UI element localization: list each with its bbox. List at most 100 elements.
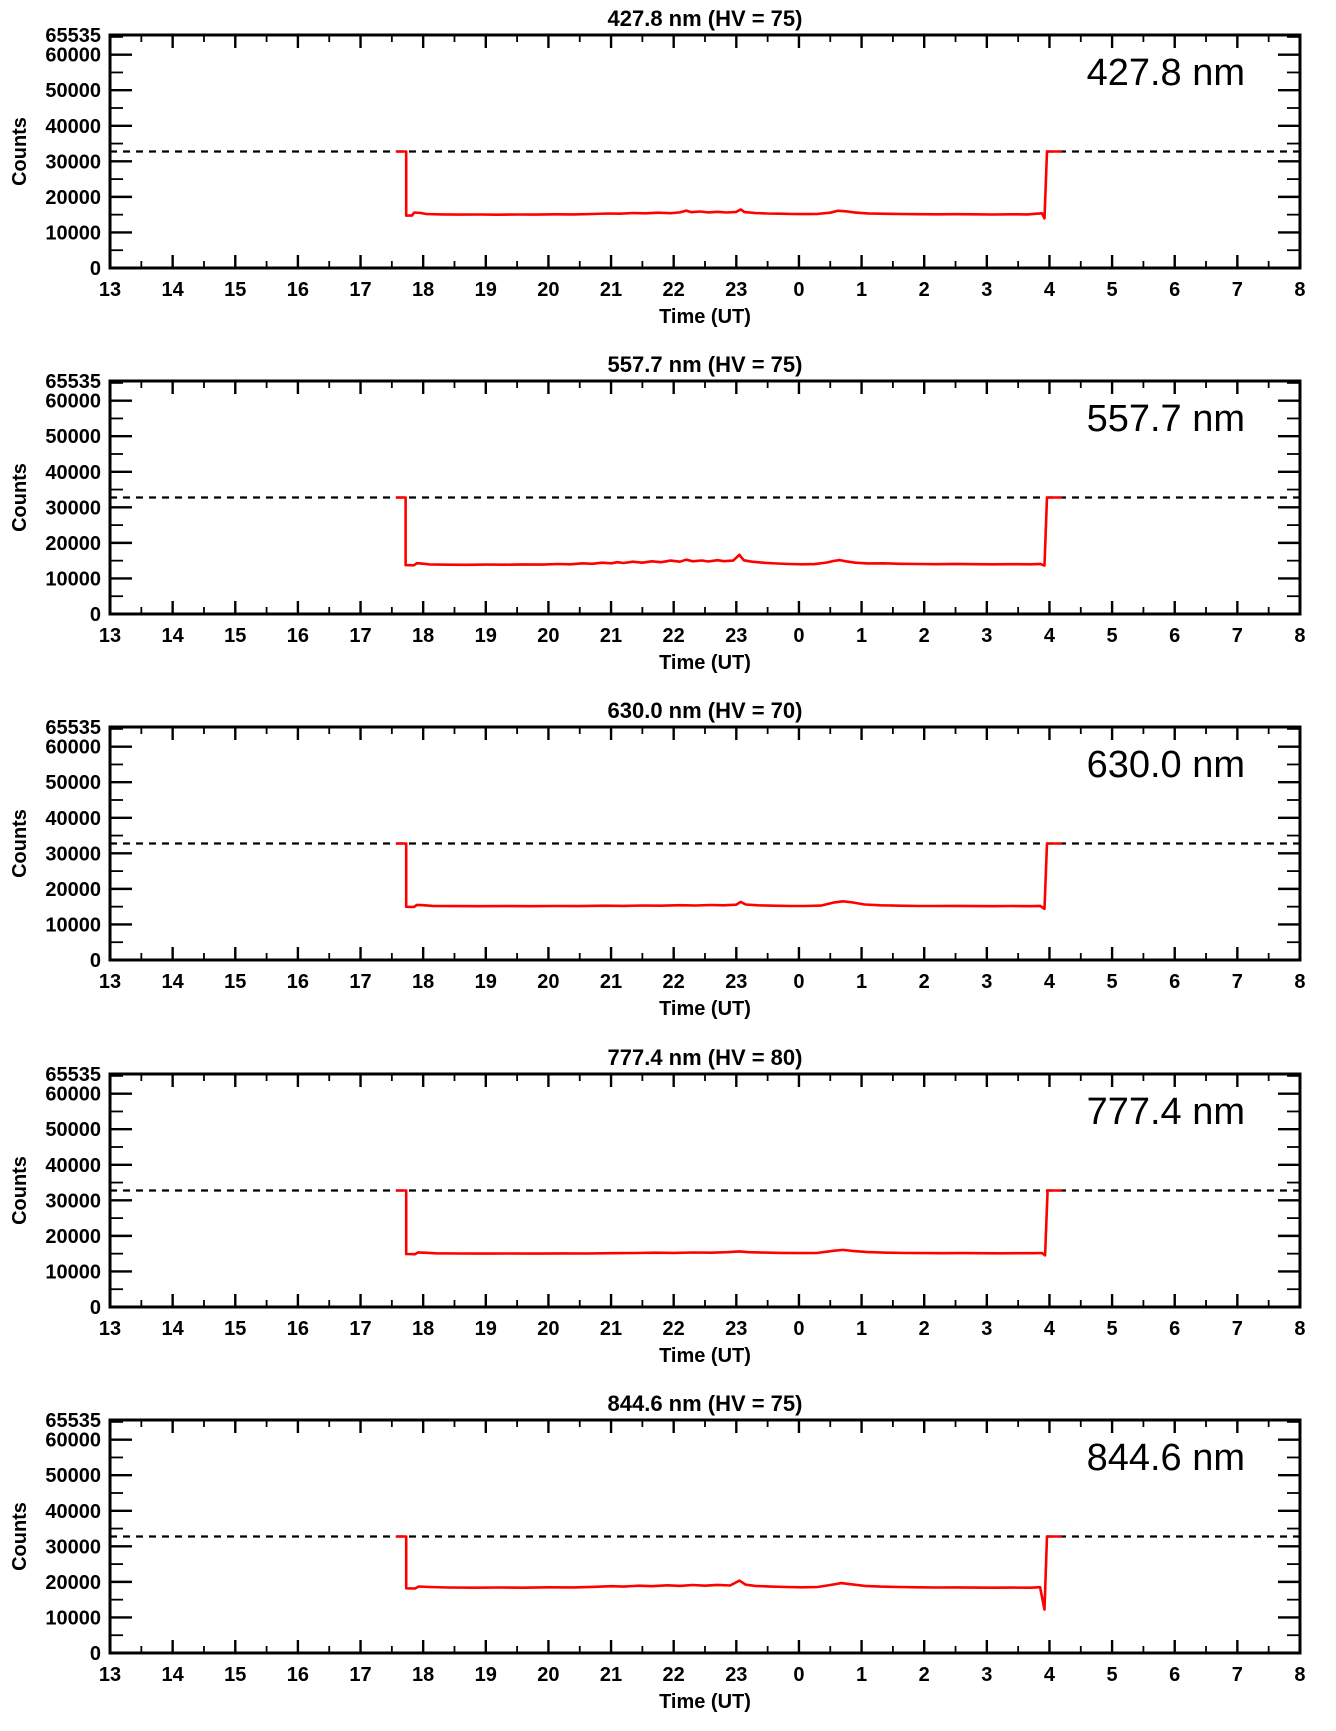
y-tick-label: 10000 [45, 1607, 101, 1629]
y-tick-label: 65535 [45, 717, 101, 739]
x-tick-label: 7 [1232, 1664, 1243, 1686]
x-tick-label: 7 [1232, 625, 1243, 647]
y-tick-label: 60000 [45, 391, 101, 413]
data-line [395, 1188, 1062, 1257]
wavelength-annotation: 427.8 nm [1087, 52, 1245, 94]
x-tick-label: 15 [224, 279, 246, 301]
y-tick-label: 30000 [45, 844, 101, 866]
x-tick-label: 15 [224, 1664, 246, 1686]
wavelength-annotation: 557.7 nm [1087, 398, 1245, 440]
x-tick-label: 6 [1169, 971, 1180, 993]
panel-title: 844.6 nm (HV = 75) [608, 1391, 803, 1416]
y-tick-label: 30000 [45, 498, 101, 520]
y-tick-label: 20000 [45, 879, 101, 901]
x-tick-label: 22 [663, 1318, 685, 1340]
x-tick-label: 6 [1169, 1318, 1180, 1340]
y-tick-label: 50000 [45, 80, 101, 102]
plot-box [108, 379, 1302, 616]
x-tick-label: 18 [412, 971, 434, 993]
x-tick-label: 1 [856, 1318, 867, 1340]
x-tick-label: 19 [475, 1664, 497, 1686]
x-axis-title: Time (UT) [659, 1345, 751, 1367]
x-tick-label: 4 [1044, 1664, 1055, 1686]
y-tick-label: 65535 [45, 1064, 101, 1086]
x-tick-label: 17 [349, 279, 371, 301]
x-tick-label: 18 [412, 1664, 434, 1686]
y-tick-label: 60000 [45, 1429, 101, 1451]
y-tick-label: 30000 [45, 1536, 101, 1558]
panel-title: 630.0 nm (HV = 70) [608, 698, 803, 723]
x-tick-label: 19 [475, 971, 497, 993]
x-tick-label: 22 [663, 1664, 685, 1686]
y-axis-title: Counts [9, 809, 31, 878]
x-tick-label: 14 [162, 1318, 184, 1340]
x-tick-label: 1 [856, 971, 867, 993]
y-tick-label: 30000 [45, 1190, 101, 1212]
x-tick-label: 21 [600, 1664, 622, 1686]
y-tick-label: 65535 [45, 1410, 101, 1432]
x-tick-label: 22 [663, 625, 685, 647]
x-tick-label: 17 [349, 625, 371, 647]
x-tick-label: 2 [919, 279, 930, 301]
x-tick-label: 8 [1294, 625, 1305, 647]
x-tick-label: 16 [287, 1664, 309, 1686]
y-axis-title: Counts [9, 117, 31, 186]
x-tick-label: 5 [1107, 1318, 1118, 1340]
y-tick-label: 50000 [45, 1119, 101, 1141]
y-tick-label: 50000 [45, 773, 101, 795]
x-tick-label: 18 [412, 625, 434, 647]
x-tick-label: 0 [793, 625, 804, 647]
wavelength-annotation: 844.6 nm [1087, 1437, 1245, 1479]
x-tick-label: 13 [99, 1318, 121, 1340]
x-tick-label: 13 [99, 625, 121, 647]
y-tick-label: 60000 [45, 737, 101, 759]
x-tick-label: 5 [1107, 279, 1118, 301]
data-line [395, 150, 1062, 220]
plot-box [108, 725, 1302, 962]
x-tick-label: 20 [537, 625, 559, 647]
x-tick-label: 17 [349, 1664, 371, 1686]
x-tick-label: 6 [1169, 1664, 1180, 1686]
plot-box [108, 33, 1302, 270]
x-tick-label: 17 [349, 971, 371, 993]
y-axis-title: Counts [9, 1156, 31, 1225]
y-tick-label: 20000 [45, 187, 101, 209]
x-tick-label: 0 [793, 1664, 804, 1686]
y-tick-label: 10000 [45, 569, 101, 591]
x-tick-label: 4 [1044, 625, 1055, 647]
x-tick-label: 1 [856, 279, 867, 301]
y-tick-label: 40000 [45, 1154, 101, 1176]
y-tick-label: 60000 [45, 45, 101, 67]
x-tick-label: 20 [537, 279, 559, 301]
x-tick-label: 5 [1107, 971, 1118, 993]
x-tick-label: 17 [349, 1318, 371, 1340]
x-tick-label: 0 [793, 1318, 804, 1340]
chart-panel-1: 0 10000 20000 30000 40000 50000 60000 65535 13 14… [0, 0, 1336, 346]
x-tick-label: 7 [1232, 279, 1243, 301]
y-tick-label: 0 [90, 950, 101, 972]
x-tick-label: 4 [1044, 1318, 1055, 1340]
chart-panel-2: 0 10000 20000 30000 40000 50000 60000 65535 13 14… [0, 346, 1336, 692]
x-tick-label: 21 [600, 971, 622, 993]
y-tick-label: 40000 [45, 462, 101, 484]
y-tick-label: 40000 [45, 1501, 101, 1523]
x-tick-label: 19 [475, 625, 497, 647]
x-tick-label: 20 [537, 1664, 559, 1686]
x-tick-label: 20 [537, 1318, 559, 1340]
x-tick-label: 13 [99, 279, 121, 301]
x-tick-label: 2 [919, 1664, 930, 1686]
y-axis-title: Counts [9, 463, 31, 532]
y-tick-label: 10000 [45, 915, 101, 937]
x-tick-label: 8 [1294, 1318, 1305, 1340]
x-tick-label: 1 [856, 1664, 867, 1686]
y-tick-label: 40000 [45, 116, 101, 138]
x-tick-label: 14 [162, 625, 184, 647]
chart-panel-4: 0 10000 20000 30000 40000 50000 60000 65535 13 14… [0, 1039, 1336, 1385]
x-tick-label: 20 [537, 971, 559, 993]
x-tick-label: 6 [1169, 625, 1180, 647]
x-tick-label: 14 [162, 971, 184, 993]
x-tick-label: 8 [1294, 971, 1305, 993]
